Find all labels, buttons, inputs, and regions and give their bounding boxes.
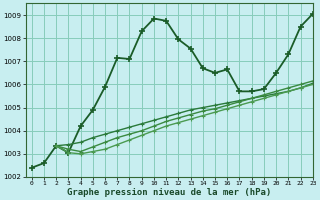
X-axis label: Graphe pression niveau de la mer (hPa): Graphe pression niveau de la mer (hPa) [67,188,271,197]
